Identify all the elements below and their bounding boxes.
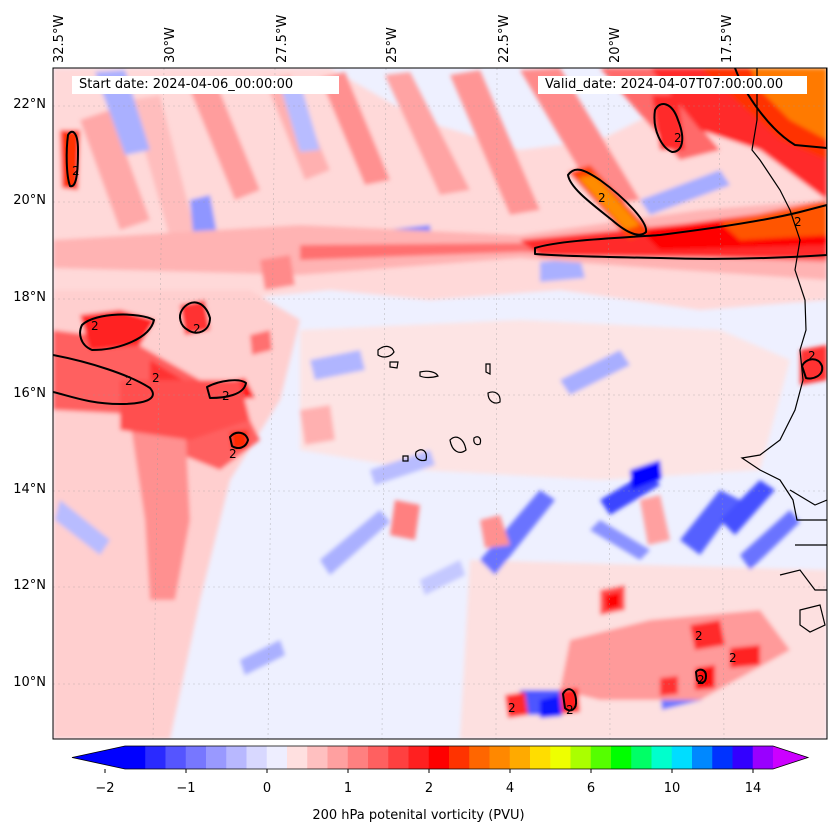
colorbar-segment [510, 746, 531, 769]
contour-label: 2 [695, 629, 703, 643]
colorbar-tick-label: 4 [506, 781, 514, 796]
contour-label: 2 [674, 131, 682, 145]
colorbar-under-arrow [72, 746, 125, 769]
contour-label: 2 [598, 191, 606, 205]
colorbar-segment [206, 746, 227, 769]
colorbar-segment [226, 746, 247, 769]
contour-label: 2 [566, 703, 574, 717]
colorbar-segment [571, 746, 592, 769]
colorbar-tick-label: 1 [344, 781, 352, 796]
colorbar-segment [652, 746, 673, 769]
colorbar-segment [490, 746, 511, 769]
contour-label: 2 [808, 349, 816, 363]
colorbar-segment [692, 746, 713, 769]
colorbar-over-arrow [773, 746, 808, 769]
colorbar-segment [287, 746, 308, 769]
colorbar-segment [530, 746, 551, 769]
colorbar-segment [368, 746, 389, 769]
contour-label: 2 [125, 374, 133, 388]
colorbar-segment [631, 746, 652, 769]
colorbar-segment [733, 746, 754, 769]
colorbar-segment [550, 746, 571, 769]
colorbar [72, 746, 808, 773]
colorbar-tick-label: 10 [664, 781, 681, 796]
colorbar-segment [469, 746, 490, 769]
colorbar-tick-label: 6 [587, 781, 595, 796]
colorbar-segment [125, 746, 146, 769]
colorbar-segment [328, 746, 349, 769]
colorbar-segment [145, 746, 166, 769]
colorbar-tick-label: −1 [176, 781, 195, 796]
colorbar-segment [753, 746, 774, 769]
colorbar-label: 200 hPa potenital vorticity (PVU) [0, 808, 837, 823]
contour-label: 2 [229, 447, 237, 461]
contour-label: 2 [729, 651, 737, 665]
contour-label: 2 [72, 164, 80, 178]
colorbar-segment [307, 746, 328, 769]
colorbar-tick-label: 0 [263, 781, 271, 796]
colorbar-tick-label: −2 [95, 781, 114, 796]
colorbar-segment [409, 746, 430, 769]
contour-label: 2 [152, 371, 160, 385]
contour-label: 2 [222, 389, 230, 403]
colorbar-segment [186, 746, 207, 769]
colorbar-segment [348, 746, 369, 769]
contour-label: 2 [508, 701, 516, 715]
colorbar-segment [672, 746, 693, 769]
colorbar-segment [611, 746, 632, 769]
start-date-label: Start date: 2024-04-06_00:00:00 [72, 76, 339, 94]
colorbar-segment [712, 746, 733, 769]
contour-label: 2 [193, 322, 201, 336]
colorbar-segment [166, 746, 187, 769]
contour-label: 2 [697, 673, 705, 687]
colorbar-tick-label: 2 [425, 781, 433, 796]
colorbar-segment [429, 746, 450, 769]
colorbar-segment [247, 746, 268, 769]
contour-label: 2 [794, 215, 802, 229]
contour-label: 2 [91, 319, 99, 333]
colorbar-segment [591, 746, 612, 769]
colorbar-segment [267, 746, 288, 769]
valid-date-label: Valid_date: 2024-04-07T07:00:00.00 [538, 76, 807, 94]
colorbar-tick-label: 14 [745, 781, 762, 796]
colorbar-segment [449, 746, 470, 769]
colorbar-segment [388, 746, 409, 769]
